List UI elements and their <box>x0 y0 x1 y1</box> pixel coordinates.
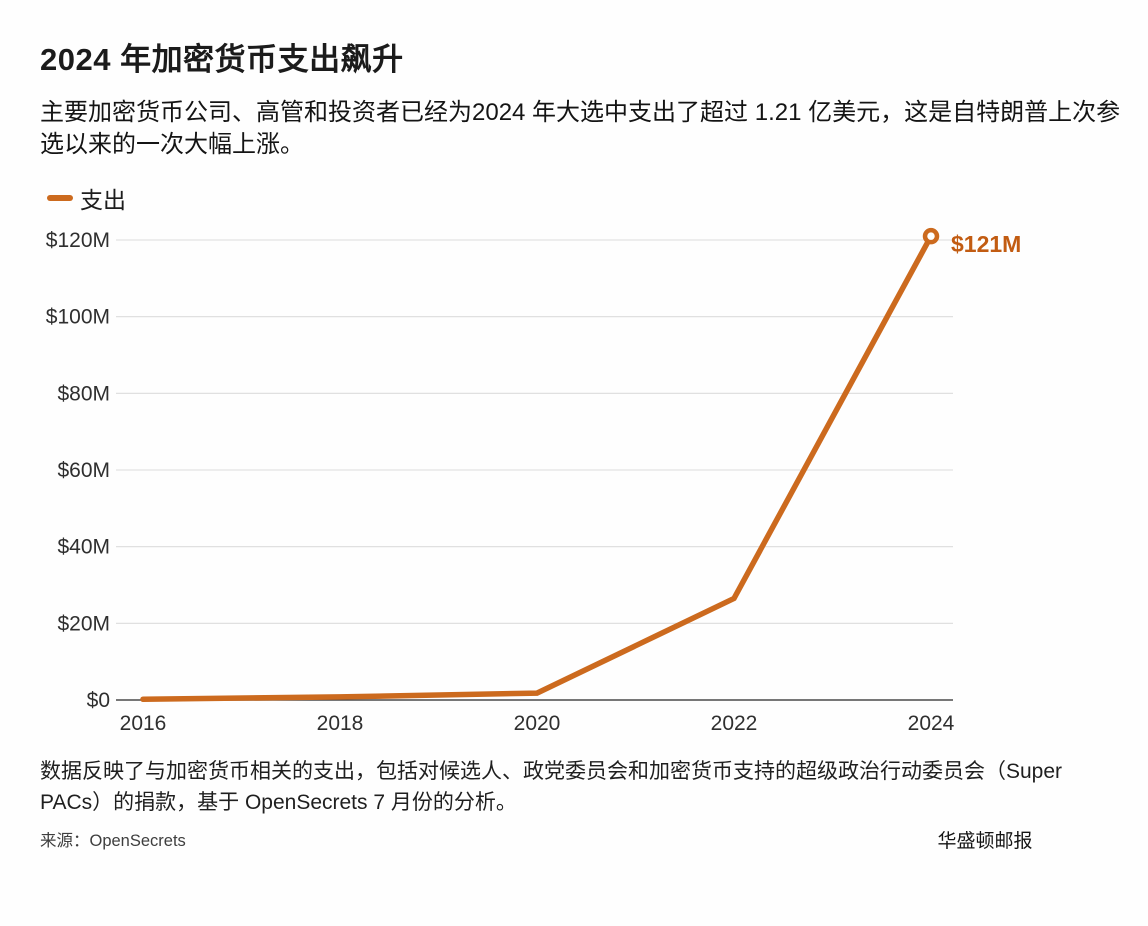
y-tick-label: $80M <box>57 382 110 405</box>
y-tick-label: $0 <box>87 689 110 712</box>
legend-label-spending: 支出 <box>80 187 126 213</box>
y-tick-label: $20M <box>57 612 110 635</box>
publisher-attribution: 华盛顿邮报 <box>937 831 1033 852</box>
legend-line-swatch-icon <box>47 195 73 201</box>
source-credit: 来源：OpenSecrets <box>40 832 186 850</box>
x-tick-label: 2024 <box>908 712 955 735</box>
end-point-value-label: $121M <box>951 231 1021 257</box>
spending-line-chart: $0 $20M $40M $60M $80M $100M $120M 2016 2018 2020… <box>46 227 1021 735</box>
x-tick-label: 2022 <box>711 712 758 735</box>
spending-line <box>140 233 934 702</box>
y-tick-label: $120M <box>46 229 110 252</box>
x-tick-label: 2018 <box>317 712 364 735</box>
y-tick-label: $60M <box>57 459 110 482</box>
chart-title: 2024 年加密货币支出飙升 <box>40 42 404 77</box>
x-tick-label: 2016 <box>120 712 167 735</box>
chart-footnote: 数据反映了与加密货币相关的支出，包括对候选人、政党委员会和加密货币支持的超级政治… <box>40 760 1063 814</box>
end-point-marker <box>922 227 940 245</box>
chart-plot-area: $0 $20M $40M $60M $80M $100M $120M 2016 2018 2020… <box>0 215 1148 760</box>
chart-subtitle: 主要加密货币公司、高管和投资者已经为2024 年大选中支出了超过 1.21 亿美… <box>40 99 1121 158</box>
y-tick-label: $40M <box>57 536 110 559</box>
x-tick-label: 2020 <box>514 712 561 735</box>
legend: 支出 <box>47 181 126 215</box>
y-tick-label: $100M <box>46 306 110 329</box>
